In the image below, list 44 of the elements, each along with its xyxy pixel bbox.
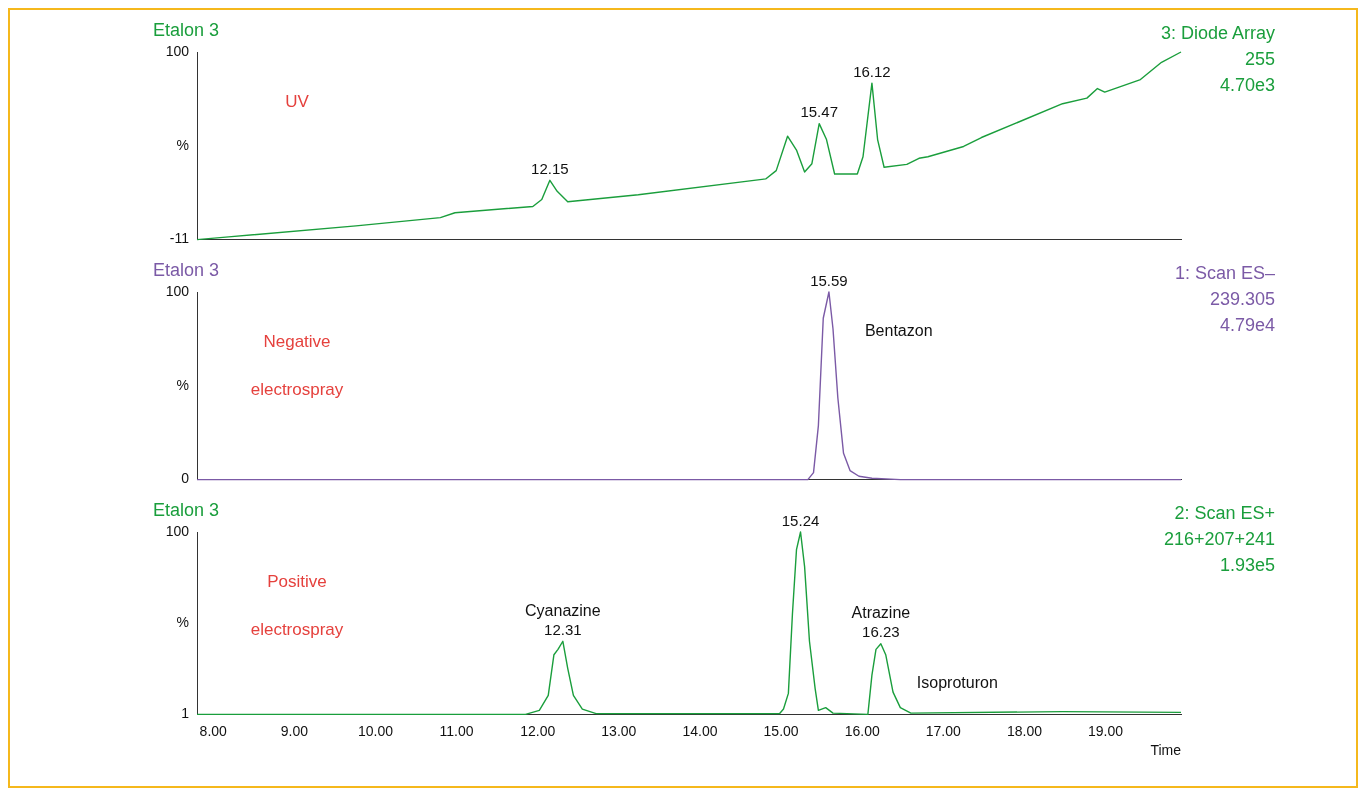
y-tick-label: 1	[181, 705, 190, 722]
annotation: 16.12	[853, 62, 891, 80]
y-tick-label: %	[176, 614, 189, 631]
y-tick-label: 100	[165, 42, 190, 59]
chart-title: Etalon 3	[153, 260, 220, 281]
y-tick-label: 0	[181, 470, 190, 487]
y-tick-label: 100	[165, 282, 190, 299]
x-tick-label: 9.00	[280, 722, 309, 739]
annotation: UV	[285, 91, 310, 111]
annotation: electrospray	[250, 379, 344, 399]
text: 1: Scan ES– 239.305 4.79e4	[1174, 262, 1275, 337]
annotation: Isoproturon	[916, 674, 998, 692]
annotation: Negative	[263, 331, 331, 351]
annotation: electrospray	[250, 619, 344, 639]
x-tick-label: 18.00	[1006, 722, 1043, 739]
annotation: Positive	[267, 571, 327, 591]
x-tick-label: 15.00	[763, 722, 799, 739]
y-tick-label: %	[176, 376, 189, 393]
y-tick-label: %	[176, 136, 189, 153]
x-tick-label: 16.00	[844, 722, 880, 739]
y-tick-label: 100	[165, 522, 190, 539]
x-tick-label: 19.00	[1088, 722, 1124, 739]
x-axis-title: Time	[1150, 742, 1182, 759]
chart-title: Etalon 3	[153, 500, 220, 521]
text: 2: Scan ES+ 216+207+241 1.93e5	[1163, 502, 1275, 577]
chart-subtitle: 3: Diode Array 255 4.70e3	[1160, 22, 1275, 97]
annotation: 15.47	[800, 103, 838, 121]
annotation: 16.23	[862, 623, 900, 641]
y-tick-label: -11	[169, 230, 190, 247]
annotation: 12.31	[544, 620, 582, 638]
x-tick-label: 8.00	[199, 722, 228, 739]
annotation: 15.24	[781, 511, 820, 529]
x-tick-label: 13.00	[601, 722, 637, 739]
chart-title: Etalon 3	[153, 20, 220, 41]
x-tick-label: 11.00	[439, 722, 474, 739]
x-tick-label: 14.00	[682, 722, 718, 739]
x-tick-label: 17.00	[925, 722, 962, 739]
annotation: Cyanazine	[525, 601, 601, 619]
x-tick-label: 12.00	[520, 722, 556, 739]
annotation: 15.59	[810, 271, 848, 289]
x-tick-label: 10.00	[357, 722, 394, 739]
annotation: 12.15	[531, 159, 569, 177]
annotation: Atrazine	[851, 604, 911, 622]
annotation: Bentazon	[864, 322, 933, 340]
